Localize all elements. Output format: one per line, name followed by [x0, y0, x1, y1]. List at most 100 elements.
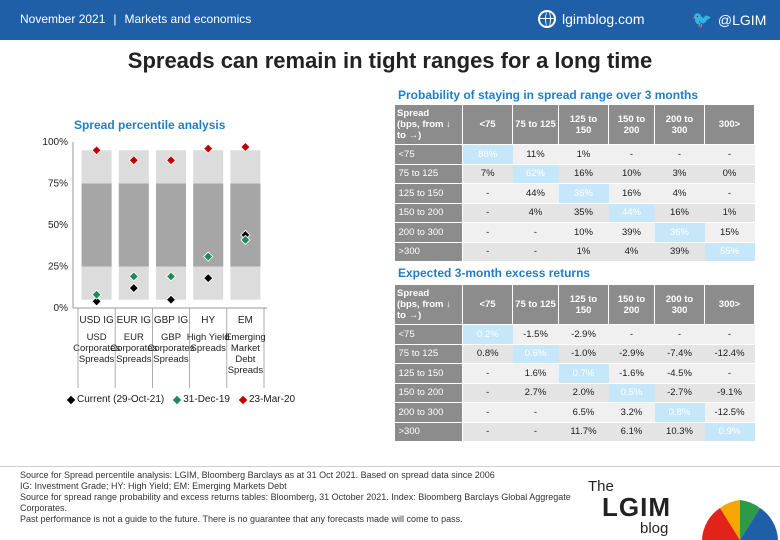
category-description: USD	[87, 332, 107, 343]
row-header: 150 to 200	[394, 203, 463, 223]
table-row: 150 to 200-4% 35% 44% 16% 1%	[394, 203, 755, 223]
legend-marker-icon	[173, 395, 182, 404]
table-corner-header: Spread (bps, from ↓ to →)	[394, 284, 463, 325]
table-cell: 39%	[608, 222, 655, 243]
table-cell: -	[704, 183, 755, 204]
x-tick-label: EM	[238, 315, 253, 326]
data-point	[165, 294, 177, 305]
row-header: <75	[394, 144, 463, 165]
table-cell: 4%	[512, 203, 559, 223]
logo-blog: blog	[640, 520, 669, 537]
corner-line: to →)	[397, 310, 422, 321]
band-inner	[156, 183, 186, 267]
footer-line: Past performance is not a guide to the f…	[20, 514, 463, 524]
prob-table-title: Probability of staying in spread range o…	[398, 88, 699, 102]
table-row: >300- -1% 4% 39% 55%	[394, 242, 755, 262]
table-row: 125 to 150-44% 36% 16% 4% -	[394, 183, 755, 204]
row-header: 75 to 125	[394, 164, 463, 184]
table-cell: 1%	[558, 144, 609, 165]
data-point	[165, 155, 177, 166]
table-cell: 4%	[654, 183, 705, 204]
corner-line: Spread	[397, 108, 430, 119]
footer-line: Source for Spread percentile analysis: L…	[20, 470, 495, 480]
table-cell: 44%	[512, 183, 559, 204]
table-cell: -	[462, 242, 513, 262]
y-tick-label: 25%	[48, 262, 68, 273]
chart-title: Spread percentile analysis	[74, 118, 226, 132]
corner-line: (bps, from ↓	[397, 299, 451, 310]
blog-url: lgimblog.com	[562, 11, 645, 27]
table-cell: -	[512, 242, 559, 262]
footer-notes: Source for Spread percentile analysis: L…	[20, 470, 580, 525]
category-description: Corporates	[110, 343, 157, 354]
table-cell: -	[462, 222, 513, 243]
data-point	[240, 141, 251, 153]
row-header: 200 to 300	[394, 222, 463, 243]
data-point	[240, 234, 251, 246]
table-cell: -	[704, 324, 755, 345]
table-cell: 4%	[608, 242, 655, 262]
table-cell: 0.5%	[608, 383, 655, 403]
table-cell: 35%	[558, 203, 609, 223]
table-cell: 62%	[512, 164, 559, 184]
corner-line: (bps, from ↓	[397, 119, 451, 130]
blog-link[interactable]: lgimblog.com	[538, 10, 644, 28]
header-separator: |	[113, 12, 117, 26]
column-header: 125 to 150	[558, 104, 609, 145]
table-cell: 88%	[462, 144, 513, 165]
table-cell: 0.7%	[558, 363, 609, 384]
table-cell: 3.2%	[608, 402, 655, 423]
table-cell: 0.8%	[462, 344, 513, 364]
category-description: GBP	[161, 332, 181, 343]
table-cell: 1%	[558, 242, 609, 262]
table-cell: -7.4%	[654, 344, 705, 364]
table-cell: 0.8%	[654, 402, 705, 423]
category-description: Corporates	[148, 343, 195, 354]
table-cell: -	[512, 402, 559, 423]
table-row: >300- -11.7% 6.1% 10.3% 0.9%	[394, 422, 755, 442]
table-row: 75 to 125 7% 62% 16% 10% 3% 0%	[394, 164, 755, 184]
table-row: 200 to 300- -10% 39% 36% 15%	[394, 222, 755, 243]
table-cell: 36%	[654, 222, 705, 243]
probability-table: Spread (bps, from ↓ to →) <75 75 to 125 125 t…	[394, 104, 755, 262]
table-cell: 16%	[654, 203, 705, 223]
row-header: 125 to 150	[394, 183, 463, 204]
table-cell: -2.9%	[558, 324, 609, 345]
table-cell: -	[654, 144, 705, 165]
chart-legend: Current (29-Oct-21) 31-Dec-19 23-Mar-20	[66, 394, 296, 405]
table-cell: 3%	[654, 164, 705, 184]
column-header: 75 to 125	[512, 104, 559, 145]
category-description: Corporates	[73, 343, 120, 354]
table-cell: 36%	[558, 183, 609, 204]
row-header: >300	[394, 422, 463, 442]
logo-lgim: LGIM	[602, 492, 671, 522]
header-left: November 2021 | Markets and economics	[20, 12, 251, 26]
twitter-handle: @LGIM	[717, 12, 767, 28]
category-description: Spreads	[79, 354, 115, 365]
table-cell: 6.5%	[558, 402, 609, 423]
table-cell: 10.3%	[654, 422, 705, 442]
column-header: 75 to 125	[512, 284, 559, 325]
table-cell: -1.6%	[608, 363, 655, 384]
data-point	[128, 271, 139, 282]
row-header: <75	[394, 324, 463, 345]
table-cell: -	[462, 402, 513, 423]
column-header: 200 to 300	[654, 104, 705, 145]
table-cell: 6.1%	[608, 422, 655, 442]
twitter-link[interactable]: 🐦 @LGIM	[692, 10, 766, 30]
legend-label: 23-Mar-20	[248, 394, 296, 405]
category-description: Spreads	[228, 365, 264, 376]
twitter-bird-icon: 🐦	[692, 12, 712, 29]
table-cell: -	[608, 324, 655, 345]
table-cell: -	[512, 422, 559, 442]
legend-item: 31-Dec-19	[173, 394, 230, 405]
table-row: 75 to 125 0.8% 0.6% -1.0% -2.9% -7.4% -12.4%	[394, 344, 755, 364]
table-cell: 55%	[704, 242, 755, 262]
table-cell: -	[512, 222, 559, 243]
band-inner	[230, 183, 261, 267]
table-cell: -	[654, 324, 705, 345]
table-cell: 0.9%	[704, 422, 755, 442]
data-point	[91, 296, 102, 307]
category-description: High Yield	[187, 332, 230, 343]
data-point	[91, 145, 102, 156]
